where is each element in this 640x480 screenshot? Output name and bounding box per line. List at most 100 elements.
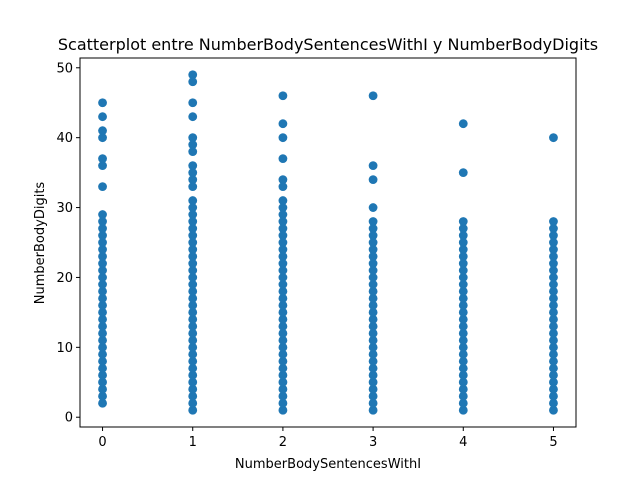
scatter-point	[368, 280, 378, 289]
x-tick-label: 4	[459, 435, 467, 450]
scatter-point	[368, 356, 378, 366]
scatter-point	[458, 349, 468, 359]
scatter-point	[368, 335, 378, 345]
scatter-point	[278, 328, 288, 338]
scatter-point	[188, 342, 198, 352]
scatter-point	[368, 245, 378, 254]
scatter-point	[188, 196, 198, 205]
scatter-point	[188, 133, 198, 143]
scatter-point	[458, 119, 468, 129]
scatter-point	[368, 321, 378, 331]
scatter-point	[278, 210, 288, 219]
scatter-point	[458, 287, 468, 296]
scatter-point	[98, 266, 107, 275]
data-points	[98, 70, 558, 415]
scatter-point	[188, 70, 198, 80]
scatter-point	[368, 252, 378, 261]
x-tick-label: 0	[98, 435, 106, 450]
scatter-point	[368, 203, 378, 212]
scatter-point	[188, 112, 198, 122]
scatter-point	[458, 342, 468, 352]
scatter-point	[98, 252, 107, 261]
scatter-point	[278, 294, 288, 303]
scatter-point	[188, 307, 198, 317]
scatter-point	[188, 259, 198, 268]
scatter-point	[278, 238, 288, 247]
scatter-point	[98, 112, 107, 122]
scatter-point	[98, 259, 107, 268]
scatter-point	[549, 363, 558, 373]
scatter-point	[278, 182, 288, 191]
scatter-point	[368, 398, 378, 408]
scatter-point	[278, 356, 288, 366]
scatter-point	[549, 391, 558, 401]
scatter-point	[278, 217, 288, 226]
scatter-point	[188, 224, 198, 233]
scatter-point	[549, 342, 558, 352]
scatter-point	[458, 280, 468, 289]
scatter-point	[458, 356, 468, 366]
scatter-point	[98, 321, 107, 331]
scatter-point	[98, 356, 107, 366]
scatter-point	[278, 377, 288, 387]
scatter-point	[188, 175, 198, 185]
scatter-point	[98, 182, 107, 191]
plot-frame	[79, 57, 577, 428]
scatter-point	[549, 370, 558, 380]
scatter-point	[188, 273, 198, 282]
scatter-point	[188, 238, 198, 247]
scatter-point	[278, 349, 288, 359]
scatter-point	[278, 384, 288, 394]
scatter-point	[278, 287, 288, 296]
scatter-point	[458, 252, 468, 261]
scatter-point	[458, 294, 468, 303]
scatter-point	[188, 328, 198, 338]
scatter-point	[368, 405, 378, 415]
scatter-point	[98, 280, 107, 289]
scatter-point	[98, 231, 107, 240]
scatter-point	[368, 287, 378, 296]
scatter-point	[368, 307, 378, 317]
x-tick-label: 2	[279, 435, 287, 450]
scatter-point	[98, 398, 107, 408]
scatter-point	[368, 231, 378, 240]
scatter-point	[98, 273, 107, 282]
scatter-point	[278, 335, 288, 345]
scatter-point	[188, 321, 198, 331]
scatter-point	[98, 384, 107, 394]
scatter-point	[458, 370, 468, 380]
scatter-point	[458, 335, 468, 345]
scatter-point	[98, 301, 107, 310]
scatter-point	[549, 224, 558, 233]
scatter-point	[368, 363, 378, 373]
scatter-point	[458, 384, 468, 394]
scatter-point	[278, 245, 288, 254]
scatter-point	[98, 342, 107, 352]
scatter-point	[368, 342, 378, 352]
scatter-point	[188, 252, 198, 261]
scatter-point	[188, 231, 198, 240]
chart-title: Scatterplot entre NumberBodySentencesWit…	[58, 35, 598, 54]
scatter-point	[549, 273, 558, 282]
scatter-point	[278, 231, 288, 240]
scatter-point	[458, 301, 468, 310]
scatter-point	[549, 314, 558, 324]
scatter-point	[278, 405, 288, 415]
scatter-point	[278, 252, 288, 261]
scatter-point	[98, 314, 107, 324]
scatter-point	[458, 224, 468, 233]
x-axis: 0 1 2 3 4 5	[98, 427, 558, 450]
scatter-point	[549, 356, 558, 366]
scatter-point	[188, 405, 198, 415]
scatter-point	[98, 294, 107, 303]
scatter-point	[458, 259, 468, 268]
scatter-point	[278, 301, 288, 310]
scatter-point	[458, 245, 468, 254]
scatter-point	[368, 294, 378, 303]
scatter-point	[549, 259, 558, 268]
scatter-point	[98, 154, 107, 164]
scatter-point	[278, 342, 288, 352]
scatter-point	[278, 280, 288, 289]
scatter-point	[368, 238, 378, 247]
scatter-point	[98, 363, 107, 373]
